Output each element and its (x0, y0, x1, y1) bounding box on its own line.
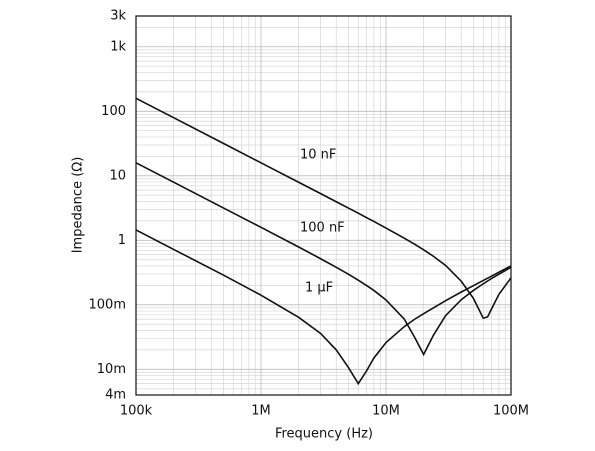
series-line (135, 162, 512, 357)
y-tick-label: 10 (109, 168, 126, 183)
x-tick-label: 1M (251, 404, 271, 419)
y-tick-label: 10m (97, 362, 126, 377)
x-tick-label: 100M (493, 404, 529, 419)
y-tick-label: 3k (110, 9, 126, 24)
y-tick-label: 1k (110, 39, 126, 54)
series-label: 1 µF (305, 281, 333, 296)
y-tick-label: 100 (101, 104, 126, 119)
series-label: 100 nF (300, 221, 345, 236)
series-label: 10 nF (300, 148, 336, 163)
y-axis-label: Impedance (Ω) (71, 157, 86, 254)
y-tick-label: 100m (89, 297, 126, 312)
series-line (135, 97, 512, 320)
x-axis-label: Frequency (Hz) (275, 427, 373, 442)
series-line (135, 229, 512, 386)
x-tick-label: 100k (120, 404, 153, 419)
x-tick-label: 10M (372, 404, 400, 419)
y-tick-label: 1 (118, 233, 126, 248)
plot-frame (135, 15, 512, 396)
y-tick-label: 4m (105, 388, 126, 403)
